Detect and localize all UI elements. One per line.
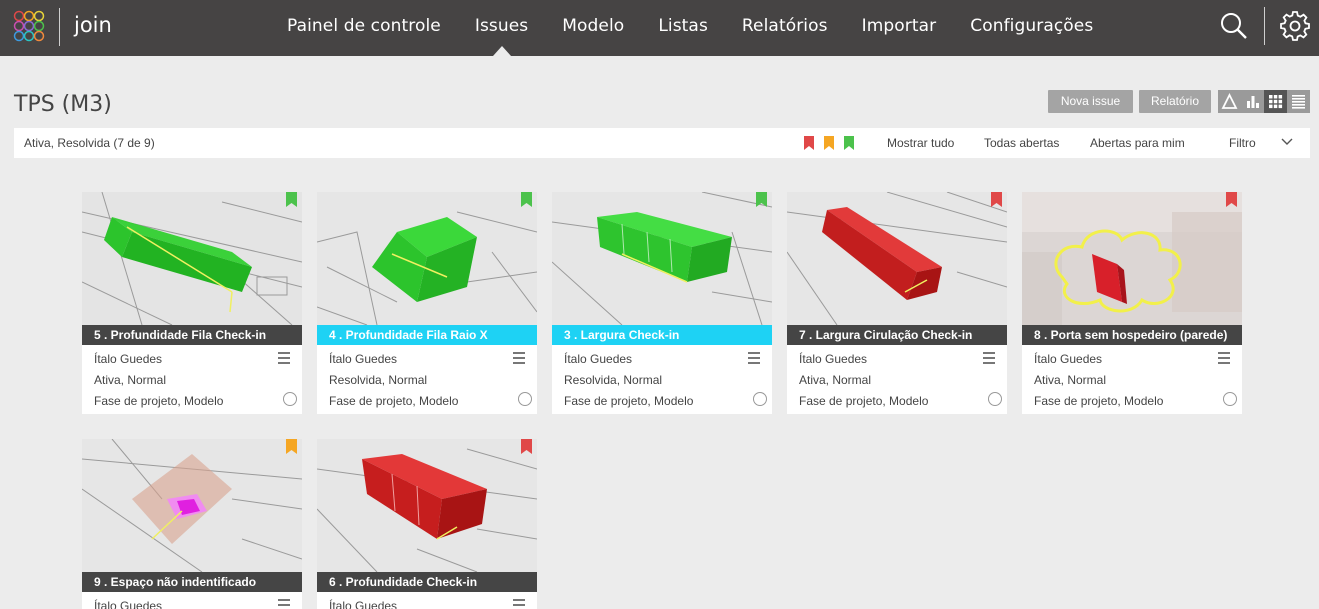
bar-chart-view-icon[interactable]	[1241, 90, 1264, 113]
issue-status: Ativa, Normal	[799, 373, 872, 387]
menu-icon[interactable]	[513, 599, 525, 609]
green-flag-filter-icon[interactable]	[844, 136, 854, 150]
issue-thumbnail	[787, 192, 1007, 325]
orange-flag-filter-icon[interactable]	[824, 136, 834, 150]
issue-author: Ítalo Guedes	[329, 352, 398, 366]
green-flag-icon	[521, 192, 532, 207]
orange-flag-icon	[286, 439, 297, 454]
red-flag-icon	[521, 439, 532, 454]
issue-card[interactable]: 4 . Profundidade Fila Raio X Ítalo Guede…	[317, 192, 537, 414]
status-circle-icon[interactable]	[753, 392, 767, 406]
issue-title: 9 . Espaço não indentificado	[82, 572, 302, 592]
issue-author: Ítalo Guedes	[1034, 352, 1103, 366]
issue-title: 6 . Profundidade Check-in	[317, 572, 537, 592]
filter-bar: Ativa, Resolvida (7 de 9) Mostrar tudo T…	[14, 128, 1310, 158]
join-logo-icon[interactable]	[13, 10, 45, 42]
app-name[interactable]: join	[74, 13, 112, 37]
green-flag-icon	[756, 192, 767, 207]
menu-icon[interactable]	[513, 352, 525, 364]
logo-divider	[59, 8, 60, 46]
green-flag-icon	[286, 192, 297, 207]
list-view-icon[interactable]	[1287, 90, 1310, 113]
issue-author: Ítalo Guedes	[94, 599, 163, 609]
issue-card[interactable]: 3 . Largura Check-in Ítalo Guedes Resolv…	[552, 192, 772, 414]
show-all-link[interactable]: Mostrar tudo	[887, 136, 955, 150]
nav-relatorios[interactable]: Relatórios	[741, 16, 828, 36]
nav-configuracoes[interactable]: Configurações	[970, 16, 1094, 36]
new-issue-button[interactable]: Nova issue	[1048, 90, 1133, 113]
issue-title: 7 . Largura Cirulação Check-in	[787, 325, 1007, 345]
header-divider	[1264, 7, 1265, 45]
issue-card[interactable]: 9 . Espaço não indentificado Ítalo Guede…	[82, 439, 302, 609]
issue-phase: Fase de projeto, Modelo	[564, 394, 694, 408]
issue-author: Ítalo Guedes	[94, 352, 163, 366]
issue-title: 3 . Largura Check-in	[552, 325, 772, 345]
triangle-view-icon[interactable]	[1218, 90, 1241, 113]
issue-card[interactable]: 8 . Porta sem hospedeiro (parede) Ítalo …	[1022, 192, 1242, 414]
gear-icon[interactable]	[1280, 11, 1310, 41]
grid-view-icon[interactable]	[1264, 90, 1287, 113]
status-circle-icon[interactable]	[283, 392, 297, 406]
top-navigation-bar: join Painel de controle Issues Modelo Li…	[0, 0, 1319, 56]
issue-title: 8 . Porta sem hospedeiro (parede)	[1022, 325, 1242, 345]
issue-title: 5 . Profundidade Fila Check-in	[82, 325, 302, 345]
menu-icon[interactable]	[278, 599, 290, 609]
page-title: TPS (M3)	[14, 92, 112, 117]
issue-title: 4 . Profundidade Fila Raio X	[317, 325, 537, 345]
status-circle-icon[interactable]	[988, 392, 1002, 406]
nav-issues[interactable]: Issues	[458, 0, 545, 56]
red-flag-filter-icon[interactable]	[804, 136, 814, 150]
issue-phase: Fase de projeto, Modelo	[94, 394, 224, 408]
issue-thumbnail	[82, 192, 302, 325]
issue-phase: Fase de projeto, Modelo	[329, 394, 459, 408]
red-flag-icon	[991, 192, 1002, 207]
all-open-link[interactable]: Todas abertas	[984, 136, 1060, 150]
issue-status: Resolvida, Normal	[329, 373, 428, 387]
menu-icon[interactable]	[748, 352, 760, 364]
nav-listas[interactable]: Listas	[658, 16, 708, 36]
issue-author: Ítalo Guedes	[799, 352, 868, 366]
open-for-me-link[interactable]: Abertas para mim	[1090, 136, 1185, 150]
nav-modelo[interactable]: Modelo	[562, 16, 625, 36]
issue-card[interactable]: 5 . Profundidade Fila Check-in Ítalo Gue…	[82, 192, 302, 414]
search-icon[interactable]	[1219, 11, 1249, 41]
status-circle-icon[interactable]	[1223, 392, 1237, 406]
menu-icon[interactable]	[278, 352, 290, 364]
issue-status: Ativa, Normal	[94, 373, 167, 387]
red-flag-icon	[1226, 192, 1237, 207]
issue-thumbnail	[552, 192, 772, 325]
issue-author: Ítalo Guedes	[564, 352, 633, 366]
issue-thumbnail	[317, 192, 537, 325]
issue-status: Resolvida, Normal	[564, 373, 663, 387]
filter-summary: Ativa, Resolvida (7 de 9)	[24, 136, 155, 150]
issue-card[interactable]: 7 . Largura Cirulação Check-in Ítalo Gue…	[787, 192, 1007, 414]
issue-phase: Fase de projeto, Modelo	[799, 394, 929, 408]
status-circle-icon[interactable]	[518, 392, 532, 406]
issue-author: Ítalo Guedes	[329, 599, 398, 609]
issue-phase: Fase de projeto, Modelo	[1034, 394, 1164, 408]
report-button[interactable]: Relatório	[1139, 90, 1211, 113]
issue-thumbnail	[317, 439, 537, 572]
menu-icon[interactable]	[983, 352, 995, 364]
issue-status: Ativa, Normal	[1034, 373, 1107, 387]
main-nav: Painel de controle Issues Modelo Listas …	[270, 0, 1110, 56]
nav-importar[interactable]: Importar	[861, 16, 937, 36]
chevron-down-icon[interactable]	[1281, 137, 1293, 147]
issue-thumbnail	[1022, 192, 1242, 325]
menu-icon[interactable]	[1218, 352, 1230, 364]
issue-thumbnail	[82, 439, 302, 572]
issue-card[interactable]: 6 . Profundidade Check-in Ítalo Guedes	[317, 439, 537, 609]
nav-painel-de-controle[interactable]: Painel de controle	[287, 16, 441, 36]
filter-link[interactable]: Filtro	[1229, 136, 1256, 150]
